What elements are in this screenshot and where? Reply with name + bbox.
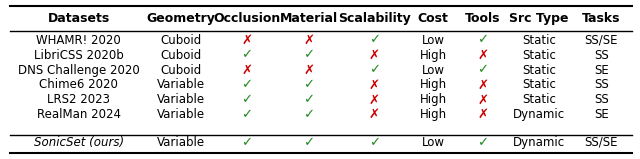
Text: ✓: ✓ xyxy=(241,108,252,121)
Text: Low: Low xyxy=(422,136,445,149)
Text: High: High xyxy=(420,108,447,121)
Text: SS: SS xyxy=(594,93,609,106)
Text: Chime6 2020: Chime6 2020 xyxy=(39,79,118,91)
Text: High: High xyxy=(420,79,447,91)
Text: Dynamic: Dynamic xyxy=(513,108,565,121)
Text: ✓: ✓ xyxy=(477,136,488,149)
Text: Cuboid: Cuboid xyxy=(161,63,202,76)
Text: ✓: ✓ xyxy=(303,93,314,106)
Text: ✓: ✓ xyxy=(241,93,252,106)
Text: ✓: ✓ xyxy=(241,79,252,91)
Text: ✗: ✗ xyxy=(477,93,488,106)
Text: ✓: ✓ xyxy=(369,136,380,149)
Text: ✓: ✓ xyxy=(303,79,314,91)
Text: ✓: ✓ xyxy=(369,63,380,76)
Text: ✗: ✗ xyxy=(477,48,488,62)
Text: ✗: ✗ xyxy=(241,34,252,47)
Text: ✗: ✗ xyxy=(241,63,252,76)
Text: Static: Static xyxy=(522,48,556,62)
Text: ✗: ✗ xyxy=(369,48,380,62)
Text: Variable: Variable xyxy=(157,136,205,149)
Text: ✗: ✗ xyxy=(369,79,380,91)
Text: Tasks: Tasks xyxy=(582,12,620,25)
Text: ✗: ✗ xyxy=(477,108,488,121)
Text: ✓: ✓ xyxy=(369,34,380,47)
Text: SonicSet (ours): SonicSet (ours) xyxy=(33,136,124,149)
Text: ✓: ✓ xyxy=(241,48,252,62)
Text: SE: SE xyxy=(594,108,609,121)
Text: Src Type: Src Type xyxy=(509,12,569,25)
Text: SS/SE: SS/SE xyxy=(584,34,618,47)
Text: ✓: ✓ xyxy=(477,34,488,47)
Text: Cost: Cost xyxy=(418,12,449,25)
Text: Datasets: Datasets xyxy=(47,12,109,25)
Text: DNS Challenge 2020: DNS Challenge 2020 xyxy=(18,63,140,76)
Text: Tools: Tools xyxy=(465,12,500,25)
Text: ✓: ✓ xyxy=(303,48,314,62)
Text: ✗: ✗ xyxy=(369,93,380,106)
Text: Cuboid: Cuboid xyxy=(161,34,202,47)
Text: Static: Static xyxy=(522,63,556,76)
Text: ✗: ✗ xyxy=(303,63,314,76)
Text: Scalability: Scalability xyxy=(338,12,410,25)
Text: High: High xyxy=(420,48,447,62)
Text: Static: Static xyxy=(522,79,556,91)
Text: Dynamic: Dynamic xyxy=(513,136,565,149)
Text: ✓: ✓ xyxy=(477,63,488,76)
Text: SS/SE: SS/SE xyxy=(584,136,618,149)
Text: WHAMR! 2020: WHAMR! 2020 xyxy=(36,34,121,47)
Text: ✓: ✓ xyxy=(303,108,314,121)
Text: ✗: ✗ xyxy=(369,108,380,121)
Text: ✗: ✗ xyxy=(477,79,488,91)
Text: High: High xyxy=(420,93,447,106)
Text: Static: Static xyxy=(522,34,556,47)
Text: SS: SS xyxy=(594,48,609,62)
Text: LibriCSS 2020b: LibriCSS 2020b xyxy=(34,48,124,62)
Text: ✗: ✗ xyxy=(303,34,314,47)
Text: Material: Material xyxy=(280,12,338,25)
Text: Low: Low xyxy=(422,63,445,76)
Text: ✓: ✓ xyxy=(241,136,252,149)
Text: Static: Static xyxy=(522,93,556,106)
Text: LRS2 2023: LRS2 2023 xyxy=(47,93,110,106)
Text: Variable: Variable xyxy=(157,108,205,121)
Text: Variable: Variable xyxy=(157,79,205,91)
Text: Cuboid: Cuboid xyxy=(161,48,202,62)
Text: Low: Low xyxy=(422,34,445,47)
Text: SE: SE xyxy=(594,63,609,76)
Text: Occlusion: Occlusion xyxy=(213,12,280,25)
Text: Geometry: Geometry xyxy=(147,12,216,25)
Text: RealMan 2024: RealMan 2024 xyxy=(36,108,120,121)
Text: SS: SS xyxy=(594,79,609,91)
Text: Variable: Variable xyxy=(157,93,205,106)
Text: ✓: ✓ xyxy=(303,136,314,149)
